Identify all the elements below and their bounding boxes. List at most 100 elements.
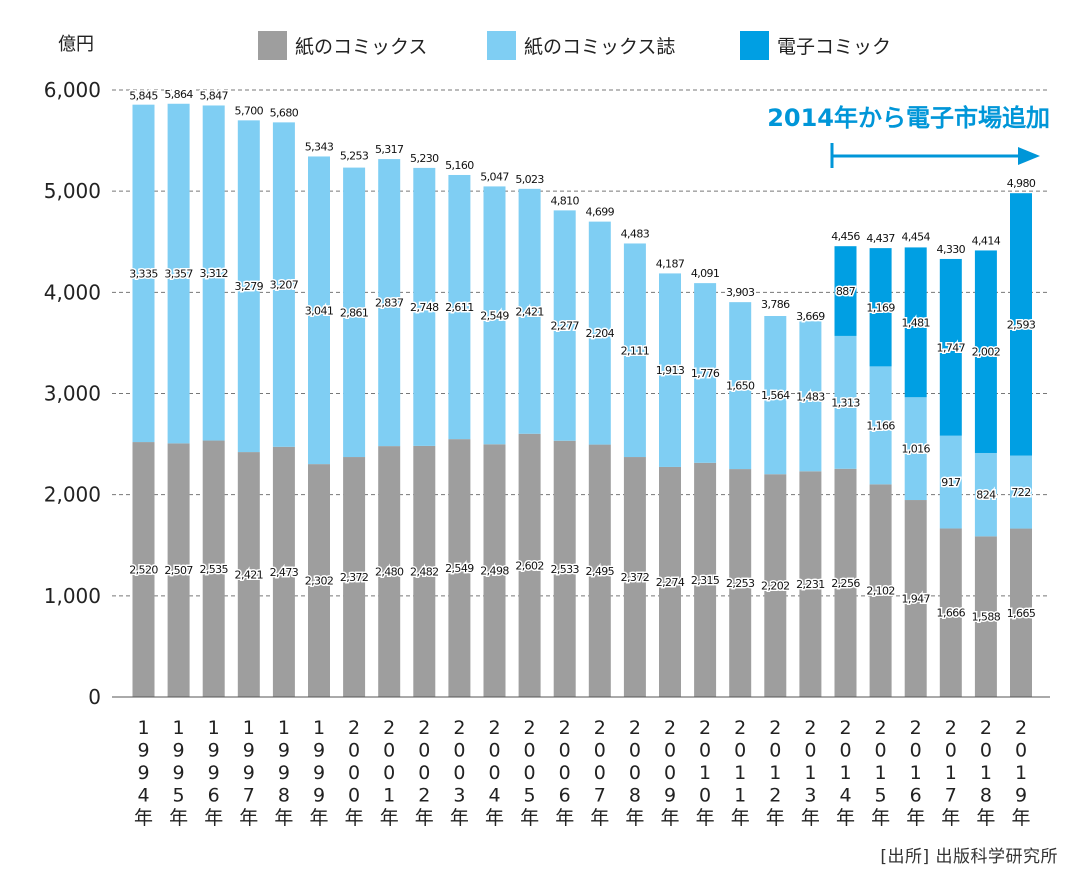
svg-text:2: 2 [524,717,536,739]
bar-value-label: 2,837 [375,297,404,310]
svg-text:年: 年 [239,807,258,829]
svg-text:1: 1 [313,717,325,739]
svg-text:1: 1 [699,762,711,784]
bar-total-label: 3,786 [761,298,790,311]
svg-text:0: 0 [594,740,606,762]
svg-text:0: 0 [734,740,746,762]
bar-value-label: 2,102 [866,585,895,598]
svg-text:0: 0 [664,740,676,762]
bar-segment [588,221,611,445]
svg-text:年: 年 [906,807,925,829]
svg-text:年: 年 [520,807,539,829]
svg-text:0: 0 [980,740,992,762]
svg-text:7: 7 [243,785,255,807]
svg-text:2: 2 [664,717,676,739]
svg-text:年: 年 [696,807,715,829]
svg-text:年: 年 [450,807,469,829]
svg-text:6: 6 [208,785,220,807]
bar-value-label: 1,913 [656,364,685,377]
bar-value-label: 1,564 [761,389,790,402]
bar-segment [974,536,997,697]
svg-text:1: 1 [804,762,816,784]
bar-value-label: 887 [836,285,856,298]
bar-value-label: 2,315 [691,574,720,587]
svg-text:1: 1 [910,762,922,784]
svg-text:1: 1 [734,785,746,807]
axes: 01,0002,0003,0004,0005,0006,000億円1994年19… [44,34,1050,829]
svg-text:8: 8 [629,785,641,807]
svg-text:0: 0 [383,740,395,762]
bar-total-label: 4,187 [656,257,685,270]
svg-text:年: 年 [801,807,820,829]
svg-text:0: 0 [629,762,641,784]
bar-segment [694,462,717,697]
annotation-text: 2014年から電子市場追加 [767,104,1050,132]
bar-value-label: 3,207 [270,279,299,292]
svg-text:9: 9 [313,740,325,762]
svg-text:1: 1 [980,762,992,784]
bar-value-label: 3,335 [129,267,158,280]
bar-total-label: 4,437 [866,232,895,245]
svg-text:0: 0 [945,740,957,762]
svg-text:2: 2 [804,717,816,739]
bar-value-label: 1,650 [726,380,755,393]
bar-segment [974,250,997,453]
bar-segment [834,468,857,697]
bar-segment [729,302,752,470]
bar-segment [623,457,646,697]
svg-text:1: 1 [173,717,185,739]
arrow-head-icon [1018,147,1040,165]
data-labels: 2,520 3,335 5,845 2,507 3,357 5,864 2,535 3,312… [128,86,1038,625]
bar-segment [694,283,717,463]
bar-value-label: 3,357 [164,268,193,281]
y-tick-label: 1,000 [44,584,101,608]
legend-label: 電子コミック [777,36,891,58]
svg-text:0: 0 [559,740,571,762]
bar-value-label: 2,302 [305,575,334,588]
y-tick-label: 0 [88,685,101,709]
bar-value-label: 2,602 [515,559,544,572]
bar-value-label: 2,495 [586,565,615,578]
bar-value-label: 1,747 [937,341,966,354]
bar-segment [869,366,892,485]
bar-total-label: 5,047 [480,170,509,183]
bar-total-label: 4,810 [550,194,579,207]
svg-text:0: 0 [453,740,465,762]
svg-text:2: 2 [699,717,711,739]
svg-text:0: 0 [629,740,641,762]
svg-text:年: 年 [590,807,609,829]
svg-text:年: 年 [555,807,574,829]
svg-text:年: 年 [1011,807,1030,829]
svg-text:5: 5 [173,785,185,807]
bar-segment [378,159,401,447]
svg-text:年: 年 [836,807,855,829]
bars [132,103,1032,697]
svg-text:1: 1 [243,717,255,739]
svg-text:9: 9 [173,762,185,784]
bar-segment [167,443,190,697]
bar-value-label: 3,312 [199,267,228,280]
bar-value-label: 1,588 [972,611,1001,624]
legend-label: 紙のコミックス誌 [524,36,675,58]
svg-text:年: 年 [309,807,328,829]
x-tick-label: 2014年 [836,717,855,829]
bar-segment [272,122,295,447]
bar-segment [518,188,541,434]
svg-text:1: 1 [137,717,149,739]
svg-text:年: 年 [660,807,679,829]
bar-segment [974,452,997,537]
svg-text:年: 年 [345,807,364,829]
gridlines [112,89,1050,597]
bar-value-label: 2,520 [129,564,158,577]
svg-text:2: 2 [418,717,430,739]
bar-segment [553,440,576,697]
